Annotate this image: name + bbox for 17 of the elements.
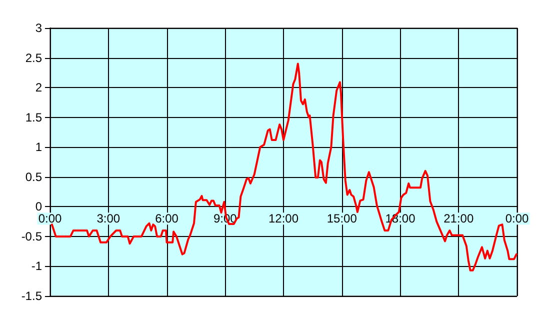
x-tick-label: 15:00 <box>326 212 358 226</box>
x-tick-label: 6:00 <box>155 212 179 226</box>
y-tick-label: -1 <box>31 259 42 274</box>
y-tick-label: 1.5 <box>25 110 42 124</box>
y-tick-label: -1.5 <box>21 289 42 303</box>
y-tick-label: 0 <box>35 200 42 214</box>
x-tick-label: 0:00 <box>505 212 529 226</box>
y-tick-label: 2 <box>35 80 42 95</box>
x-tick-label: 3:00 <box>96 212 120 226</box>
y-tick-label: 2.5 <box>25 50 42 65</box>
y-tick-label: 3 <box>35 21 42 35</box>
x-tick-label: 21:00 <box>444 212 474 226</box>
y-tick-label: 1 <box>35 140 42 154</box>
y-tick-label: 0.5 <box>25 170 42 184</box>
y-tick-label: -0.5 <box>21 229 42 244</box>
x-tick-label: 0:00 <box>38 212 62 226</box>
x-tick-label: 12:00 <box>268 212 299 226</box>
